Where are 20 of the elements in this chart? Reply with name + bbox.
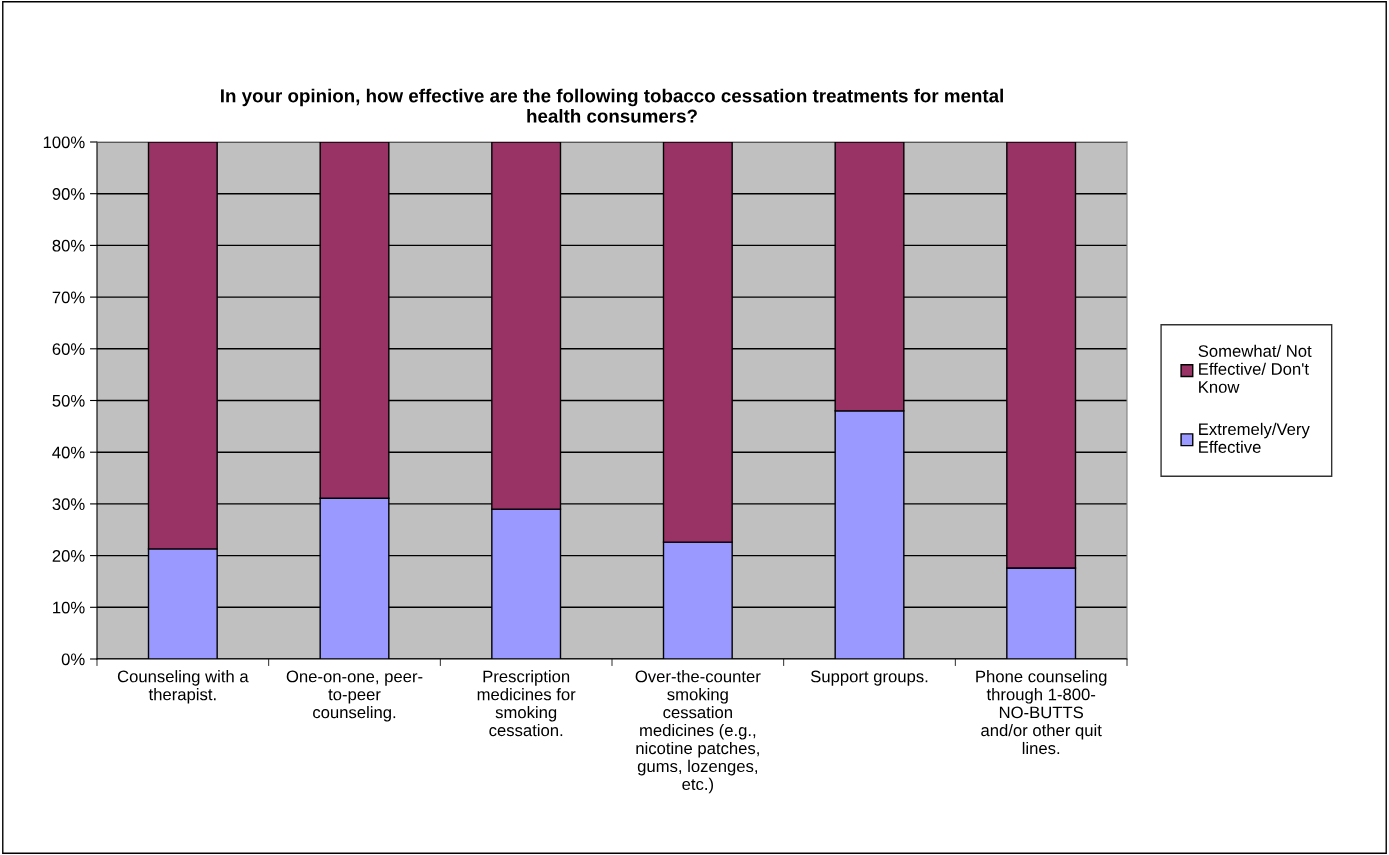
y-tick-label: 40% bbox=[52, 446, 85, 459]
y-tick-label: 80% bbox=[52, 239, 85, 252]
y-tick-label: 0% bbox=[61, 653, 85, 666]
x-tick-label: One-on-one, peer- to-peer counseling. bbox=[286, 670, 423, 722]
y-tick-label: 50% bbox=[52, 394, 85, 407]
x-tick-label: Phone counseling through 1-800- NO-BUTTS and/or other quit lines. bbox=[976, 670, 1107, 755]
x-tick-label: Support groups. bbox=[810, 670, 928, 686]
x-tick-label: Counseling with a therapist. bbox=[117, 670, 249, 704]
y-tick-label: 90% bbox=[52, 188, 85, 200]
legend-label: Somewhat/ Not Effective/ Don't Know bbox=[1198, 344, 1312, 393]
y-tick-label: 20% bbox=[52, 550, 85, 562]
y-tick-label: 70% bbox=[52, 291, 85, 304]
y-tick-label: 30% bbox=[52, 498, 85, 511]
y-tick-label: 60% bbox=[52, 343, 85, 355]
legend-label: Extremely/Very Effective bbox=[1199, 422, 1310, 453]
chart-title: In your opinion, how effective are the following tobacco cessation treatments for mental health consumers? bbox=[221, 88, 1003, 123]
x-tick-label: Over-the-counter smoking cessation medicines (e.g., nicotine patches, gums, lozenges, etc.) bbox=[635, 670, 761, 794]
y-tick-label: 100% bbox=[43, 136, 85, 149]
y-tick-label: 10% bbox=[53, 601, 85, 614]
x-tick-label: Prescription medicines for smoking cessation. bbox=[477, 670, 576, 737]
